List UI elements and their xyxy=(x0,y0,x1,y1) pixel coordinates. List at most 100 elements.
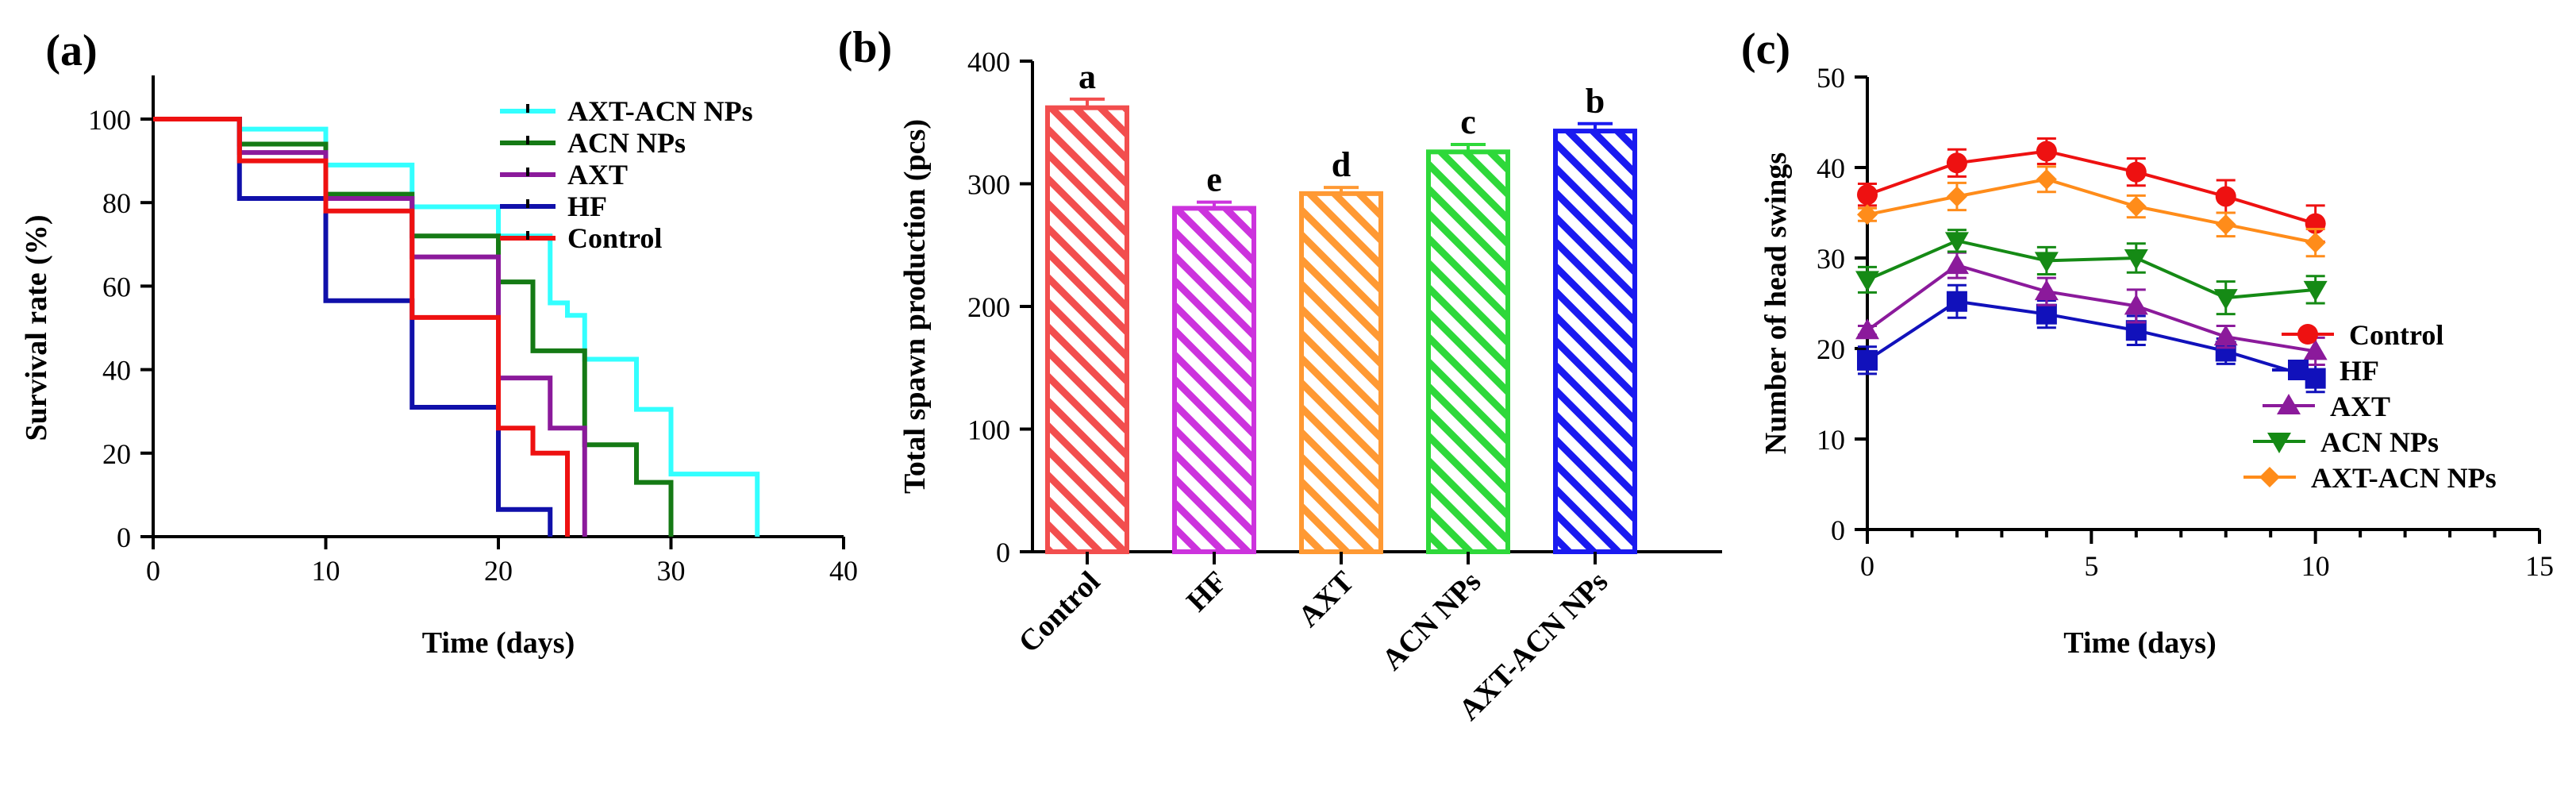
x-axis-label-c: Time (days) xyxy=(2063,626,2216,660)
km-line-axt xyxy=(153,117,587,537)
x-tick-label-a: 30 xyxy=(657,555,686,587)
x-tick-label-b: HF xyxy=(1180,565,1233,618)
point-axt xyxy=(2034,279,2059,301)
y-tick-label-a: 20 xyxy=(102,438,131,470)
legend-marker-c xyxy=(2259,467,2280,487)
y-tick-label-c: 10 xyxy=(1817,424,1845,456)
y-tick-label-a: 40 xyxy=(102,355,131,387)
y-tick-label-a: 60 xyxy=(102,271,131,302)
legend-label-a: AXT-ACN NPs xyxy=(567,95,753,127)
point-acn-nps xyxy=(2034,252,2059,273)
x-tick-label-c: 10 xyxy=(2301,550,2330,582)
point-axt-acn-nps xyxy=(2305,232,2326,253)
km-line-hf xyxy=(153,117,553,537)
legend-marker-c xyxy=(2297,324,2318,345)
x-tick-label-a: 10 xyxy=(312,555,340,587)
y-tick-label-b: 200 xyxy=(967,291,1010,323)
point-axt-acn-nps xyxy=(2125,196,2147,218)
significance-letter-b: e xyxy=(1206,160,1222,199)
x-tick-label-a: 40 xyxy=(829,555,858,587)
x-tick-label-b: Control xyxy=(1013,565,1107,660)
x-tick-label-b: AXT xyxy=(1292,565,1360,634)
y-tick-label-c: 20 xyxy=(1817,333,1845,365)
legend-marker-c xyxy=(2288,360,2309,380)
point-hf xyxy=(1946,291,1967,312)
legend-label-c: AXT-ACN NPs xyxy=(2311,462,2497,494)
x-tick-label-c: 0 xyxy=(1860,550,1874,582)
legend-label-c: AXT xyxy=(2330,391,2390,422)
legend-label-c: ACN NPs xyxy=(2320,426,2439,458)
panel-label-a: (a) xyxy=(45,26,97,75)
point-control xyxy=(1946,152,1967,174)
line-axt-acn-nps xyxy=(1867,177,2316,245)
y-tick-label-a: 0 xyxy=(117,522,131,553)
point-hf xyxy=(2036,303,2057,325)
y-tick-label-a: 80 xyxy=(102,187,131,219)
point-axt-acn-nps xyxy=(2036,168,2057,190)
y-tick-label-b: 400 xyxy=(967,46,1010,78)
point-control xyxy=(1857,184,1878,206)
x-tick-label-b: ACN NPs xyxy=(1375,565,1487,677)
km-line-control xyxy=(153,117,570,537)
y-tick-label-b: 100 xyxy=(967,414,1010,446)
legend-label-c: HF xyxy=(2340,355,2379,387)
y-tick-label-b: 0 xyxy=(996,537,1010,568)
line-axt xyxy=(1866,263,2316,353)
x-tick-label-c: 5 xyxy=(2084,550,2098,582)
point-axt xyxy=(2213,325,2238,346)
bar-axt xyxy=(1299,191,1383,555)
point-axt xyxy=(2124,294,2148,315)
x-tick-label-c: 15 xyxy=(2525,550,2554,582)
point-axt-acn-nps xyxy=(1857,204,1878,225)
point-axt xyxy=(2303,339,2328,360)
legend-label-a: AXT xyxy=(567,159,628,191)
legend-label-a: Control xyxy=(567,222,662,254)
legend-label-a: HF xyxy=(567,191,607,222)
km-line-axt-acn-nps xyxy=(153,117,760,537)
point-acn-nps xyxy=(2303,280,2328,302)
line-control xyxy=(1867,149,2316,225)
point-acn-nps xyxy=(1944,232,1969,253)
y-tick-label-c: 40 xyxy=(1817,152,1845,184)
panel-label-b: (b) xyxy=(838,23,892,72)
point-axt xyxy=(1855,318,1879,340)
y-tick-label-a: 100 xyxy=(88,104,131,136)
significance-letter-b: d xyxy=(1332,145,1351,184)
legend-marker-c xyxy=(2267,433,2291,453)
significance-letter-b: c xyxy=(1460,102,1476,141)
line-hf xyxy=(1866,299,2316,380)
point-control xyxy=(2036,141,2057,162)
point-control xyxy=(2125,161,2147,183)
bar-acn-nps xyxy=(1426,149,1510,555)
point-acn-nps xyxy=(2213,289,2238,310)
point-control xyxy=(2215,186,2236,207)
x-axis-label-a: Time (days) xyxy=(422,626,575,660)
significance-letter-b: a xyxy=(1078,57,1096,96)
y-tick-label-c: 50 xyxy=(1817,62,1845,94)
bar-axt-acn-nps xyxy=(1553,129,1637,554)
legend-label-a: ACN NPs xyxy=(567,127,686,159)
panel-label-c: (c) xyxy=(1741,25,1790,74)
y-axis-label-c: Number of head swings xyxy=(1759,152,1793,454)
point-hf xyxy=(2125,320,2147,341)
line-acn-nps xyxy=(1867,239,2316,300)
significance-letter-b: b xyxy=(1586,82,1605,121)
y-tick-label-c: 0 xyxy=(1831,514,1845,546)
legend-label-c: Control xyxy=(2349,319,2443,351)
y-tick-label-b: 300 xyxy=(967,169,1010,201)
x-tick-label-a: 20 xyxy=(484,555,513,587)
bar-control xyxy=(1045,105,1129,554)
point-acn-nps xyxy=(1855,271,1879,292)
y-axis-label-a: Survival rate (%) xyxy=(20,215,53,441)
point-acn-nps xyxy=(2124,249,2148,270)
legend-marker-c xyxy=(2277,394,2301,414)
point-axt-acn-nps xyxy=(1946,186,1967,207)
point-hf xyxy=(1857,349,1878,371)
y-axis-label-b: Total spawn production (pcs) xyxy=(898,119,932,494)
point-axt xyxy=(1944,253,1969,275)
point-axt-acn-nps xyxy=(2215,214,2236,235)
x-tick-label-a: 0 xyxy=(146,555,160,587)
bar-hf xyxy=(1172,206,1256,554)
y-tick-label-c: 30 xyxy=(1817,243,1845,275)
